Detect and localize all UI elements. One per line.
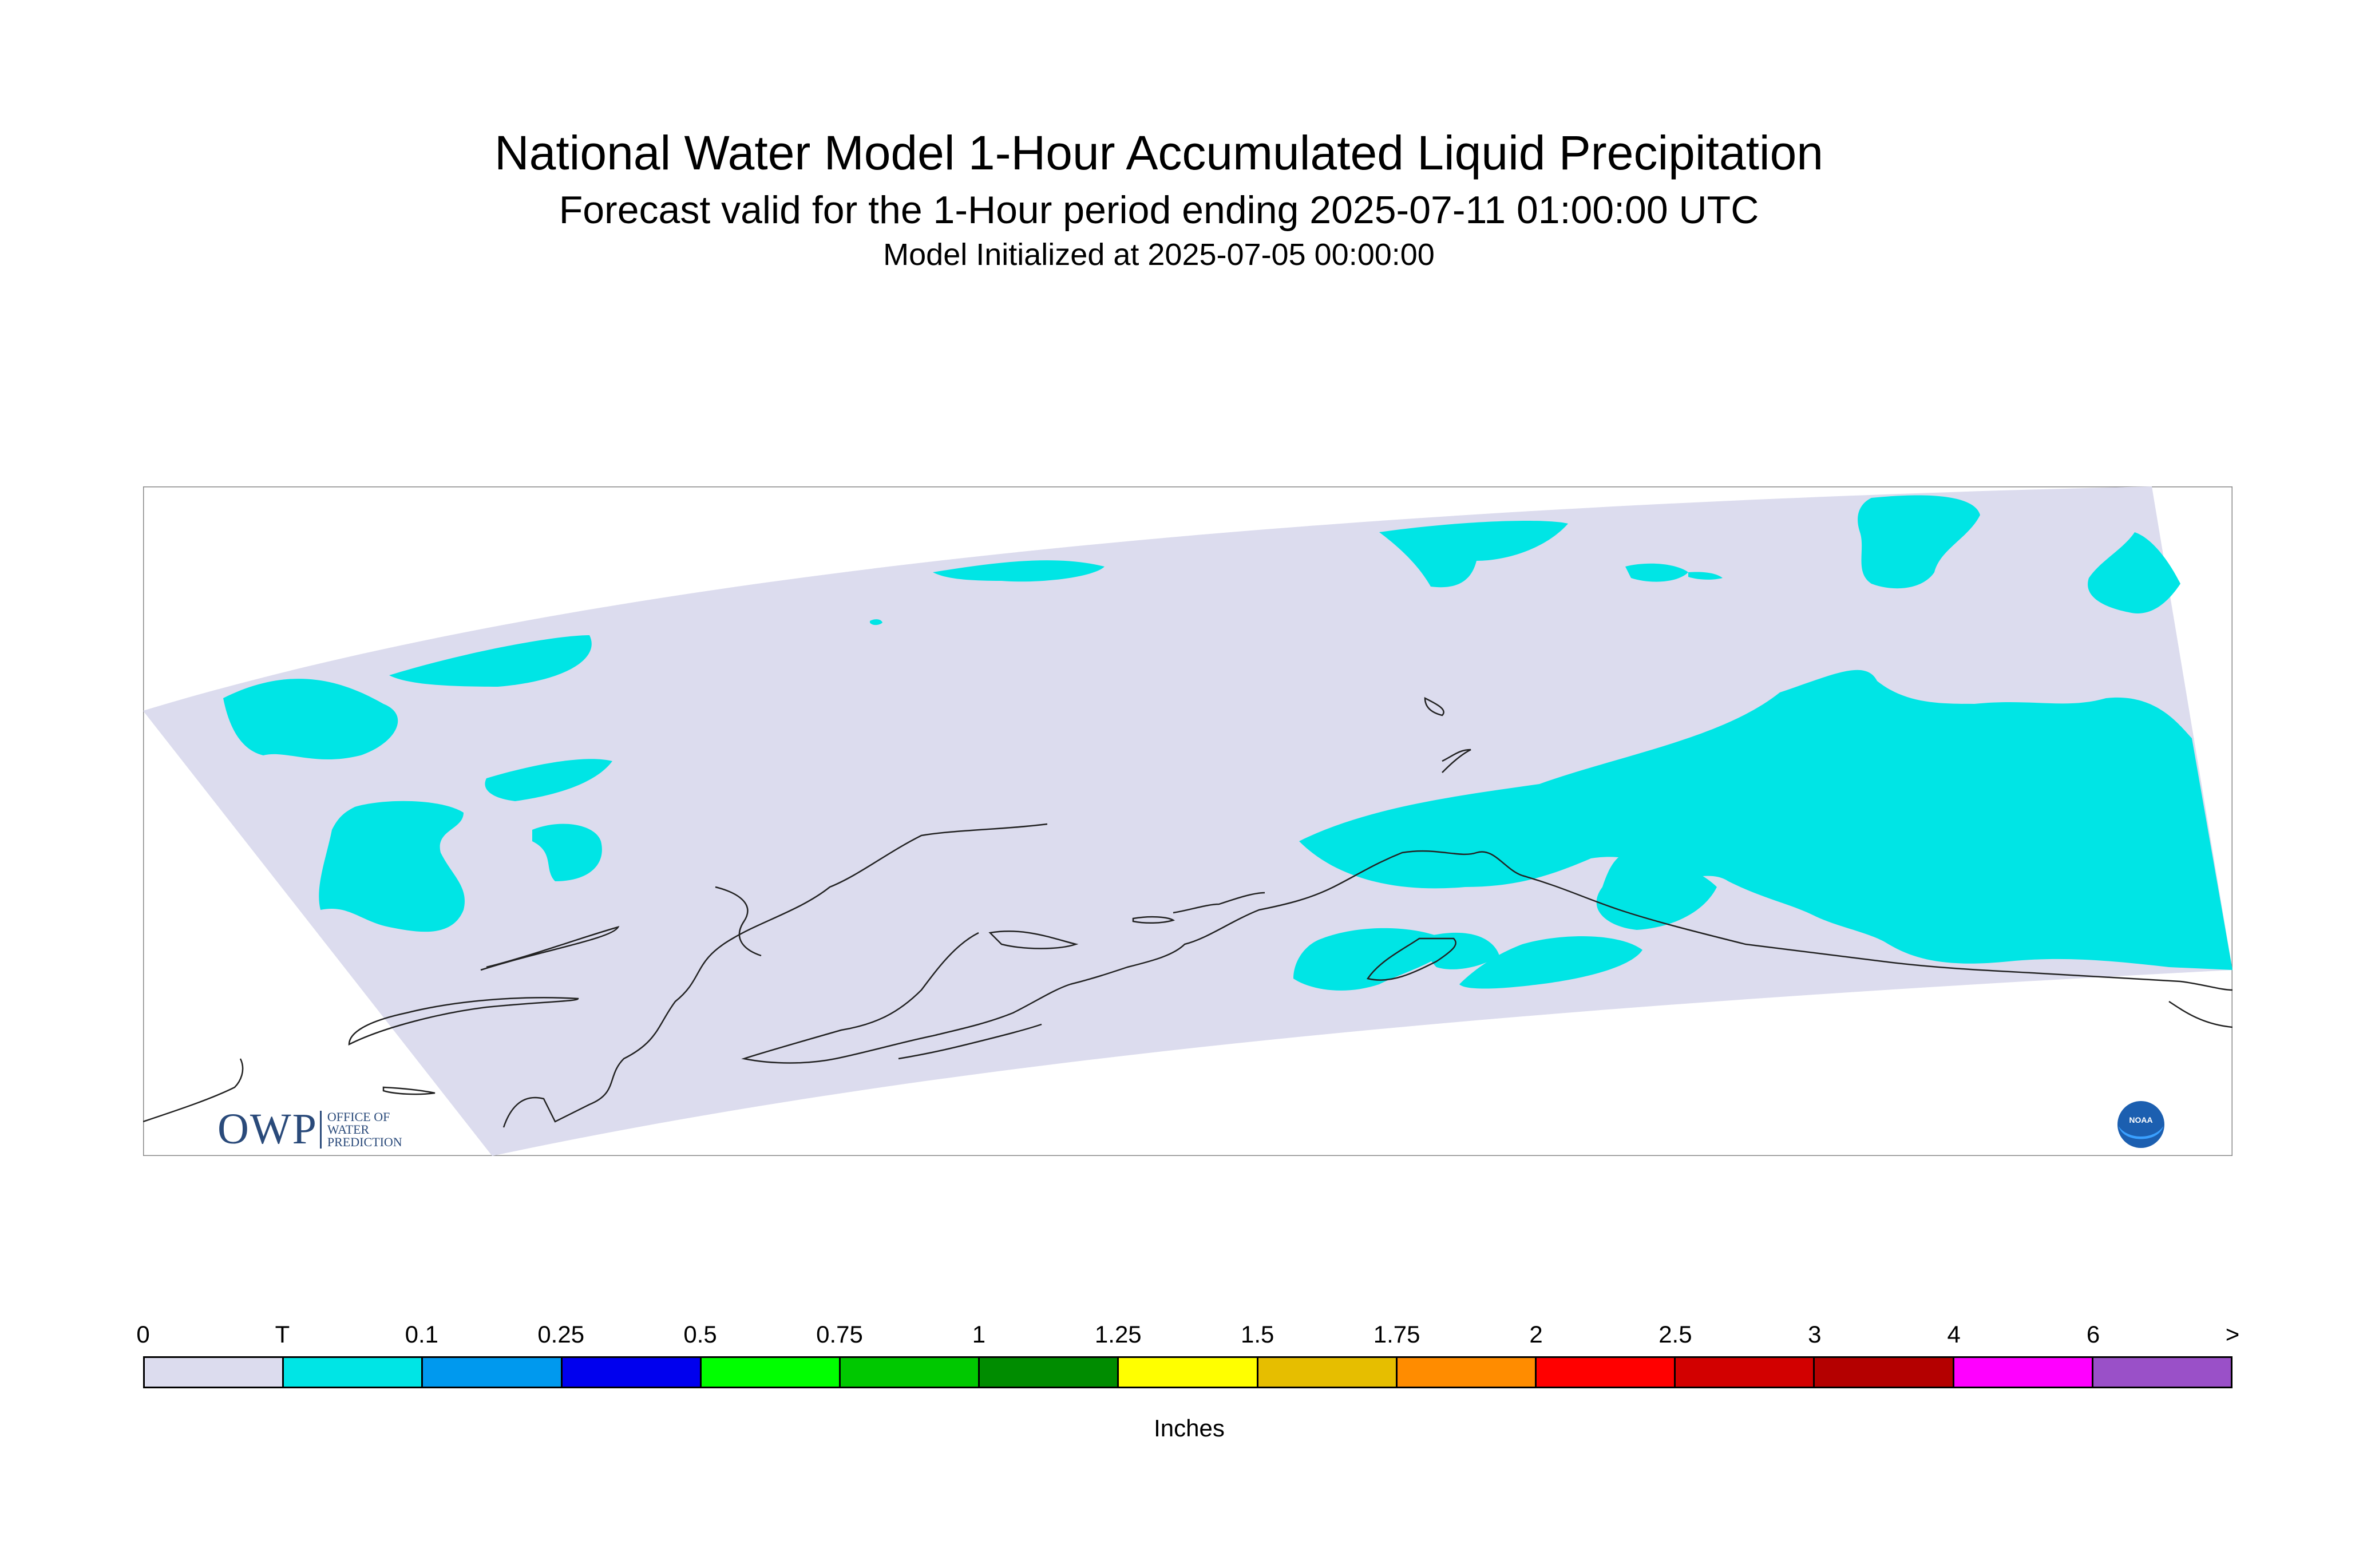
precip-areas [223, 495, 2232, 991]
legend-tick-label: 0.25 [537, 1321, 585, 1348]
legend-unit-label: Inches [1154, 1415, 1225, 1442]
precip-area [319, 801, 465, 932]
legend-tick-label: 2.5 [1658, 1321, 1692, 1348]
coastline [1132, 916, 1175, 924]
legend-swatch [841, 1358, 980, 1387]
precip-area [1625, 563, 1688, 582]
model-init-line: Model Initialized at 2025-07-05 00:00:00 [883, 237, 1435, 272]
precip-area [1596, 853, 1717, 930]
legend-swatch [1397, 1358, 1537, 1387]
precip-area [532, 823, 602, 881]
legend-swatch [284, 1358, 423, 1387]
owp-logo: OWP OFFICE OF WATER PREDICTION [217, 1104, 402, 1154]
legend-tick-label: 6 [2086, 1321, 2100, 1348]
legend-tick-label: 2 [1529, 1321, 1543, 1348]
legend-tick-label: 1.5 [1240, 1321, 1274, 1348]
legend-swatch [1258, 1358, 1398, 1387]
coastline [715, 886, 762, 957]
legend-swatch [1119, 1358, 1258, 1387]
legend-swatch [2093, 1358, 2231, 1387]
owp-logo-divider [319, 1110, 322, 1149]
legend-tick-label: 0.75 [816, 1321, 863, 1348]
owp-logo-text: OWP [217, 1105, 318, 1153]
legend-tick-label: 1.25 [1094, 1321, 1142, 1348]
coastline [2180, 980, 2232, 991]
legend-tick-label: 0.5 [683, 1321, 717, 1348]
owp-line-3: PREDICTION [327, 1134, 402, 1149]
noaa-logo: NOAA [2117, 1101, 2164, 1148]
legend-swatch [980, 1358, 1119, 1387]
coastline [480, 926, 620, 971]
precip-area [1293, 928, 1454, 991]
legend-swatch [423, 1358, 563, 1387]
precip-area [2088, 532, 2180, 613]
legend-swatch [1676, 1358, 1815, 1387]
legend-swatch [701, 1358, 841, 1387]
legend-colorbar [143, 1356, 2232, 1388]
coastline [1424, 696, 1444, 716]
precip-area [1299, 670, 2232, 970]
coastline [1070, 850, 1523, 985]
legend-swatch [562, 1358, 702, 1387]
precip-area [1379, 521, 1568, 588]
coastline [898, 1023, 1042, 1060]
legend-swatch [145, 1358, 284, 1387]
forecast-valid-line: Forecast valid for the 1-Hour period end… [559, 188, 1759, 232]
coastline [988, 930, 1079, 949]
legend-tick-label: 4 [1947, 1321, 1961, 1348]
owp-line-2: WATER [327, 1122, 370, 1137]
precipitation-map [143, 486, 2232, 1156]
coastline [143, 1058, 244, 1123]
legend-tick-label: 1 [972, 1321, 986, 1348]
precip-area [870, 619, 882, 625]
noaa-logo-wave [2119, 1126, 2163, 1139]
model-domain [143, 486, 2232, 1156]
owp-line-1: OFFICE OF [327, 1109, 390, 1124]
coastline [502, 823, 1048, 1128]
coastline [1442, 749, 1471, 773]
coastline [2168, 1000, 2232, 1028]
coastline [382, 1086, 436, 1095]
coastlines [143, 696, 2232, 1128]
legend-swatch [1815, 1358, 1954, 1387]
coastline [1522, 874, 2181, 983]
legend-swatch [1954, 1358, 2093, 1387]
page-title: National Water Model 1-Hour Accumulated … [494, 126, 1824, 180]
legend-tick-label: 3 [1808, 1321, 1822, 1348]
legend-tick-label: 0 [136, 1321, 150, 1348]
precip-area [389, 635, 592, 687]
precip-area [1427, 932, 1499, 969]
coastline [1366, 937, 1456, 981]
precip-area [1459, 936, 1642, 989]
precip-area [1688, 572, 1723, 580]
legend-tick-label: T [275, 1321, 290, 1348]
precip-area [485, 759, 612, 801]
precip-area [223, 679, 398, 760]
noaa-logo-disc [2117, 1101, 2164, 1148]
legend-swatch [1537, 1358, 1676, 1387]
legend-tick-label: 0.1 [405, 1321, 438, 1348]
coastline [1173, 892, 1265, 914]
precip-area [933, 560, 1105, 582]
owp-logo-subtext: OFFICE OF WATER PREDICTION [327, 1109, 402, 1149]
legend-tick-label: 1.75 [1373, 1321, 1420, 1348]
legend-tick-label: > [2225, 1321, 2240, 1348]
coastline [348, 997, 579, 1046]
coastline [741, 932, 1071, 1064]
noaa-logo-text: NOAA [2129, 1115, 2152, 1124]
precip-area [1858, 495, 1980, 589]
